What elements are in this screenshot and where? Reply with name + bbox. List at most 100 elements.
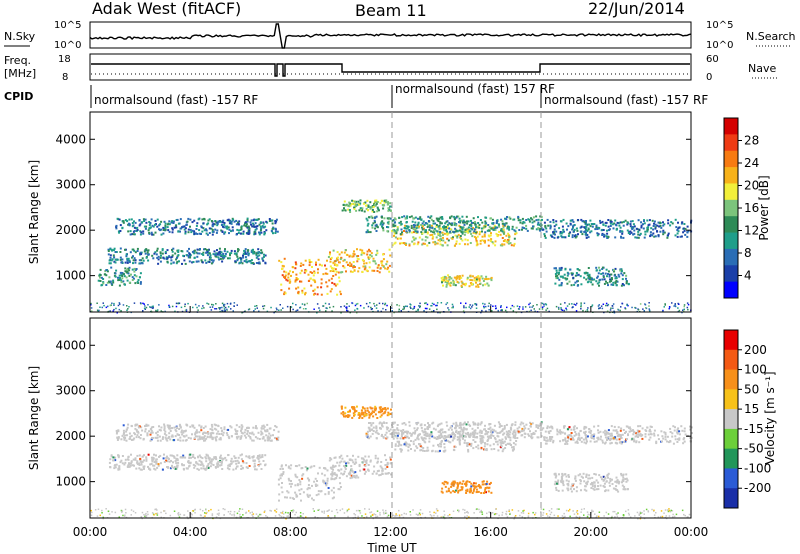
data-cell (581, 220, 584, 223)
data-cell (456, 275, 459, 278)
data-cell (400, 444, 403, 447)
data-cell (261, 455, 264, 458)
data-cell (484, 433, 487, 436)
data-cell (198, 252, 201, 255)
data-cell (202, 467, 205, 470)
data-cell (352, 261, 355, 263)
data-cell (680, 222, 683, 225)
data-cell (472, 484, 475, 487)
data-cell (447, 232, 450, 235)
data-cell (223, 223, 226, 226)
data-cell (488, 423, 491, 426)
data-cell (487, 487, 490, 490)
data-cell (364, 464, 367, 467)
data-cell (571, 272, 574, 275)
data-cell (440, 490, 443, 493)
data-cell (108, 276, 111, 279)
data-cell (147, 253, 150, 256)
data-cell (615, 279, 618, 282)
data-cell (237, 462, 240, 464)
data-cell (431, 233, 434, 236)
data-cell (621, 274, 624, 277)
data-cell (450, 428, 453, 431)
data-cell (446, 232, 448, 235)
data-cell (148, 221, 151, 223)
data-cell (405, 242, 408, 245)
data-cell (430, 305, 432, 307)
data-cell (516, 437, 519, 439)
data-cell (414, 221, 417, 224)
data-cell (195, 228, 198, 230)
data-cell (456, 424, 459, 427)
data-cell (376, 266, 379, 269)
data-cell (467, 421, 469, 424)
data-cell (201, 437, 204, 440)
data-cell (687, 303, 690, 306)
data-cell (644, 304, 647, 306)
data-cell (227, 257, 229, 260)
data-cell (119, 247, 122, 250)
data-cell (216, 224, 219, 227)
data-cell (137, 431, 140, 434)
data-cell (525, 219, 528, 221)
data-cell (107, 253, 110, 256)
data-cell (417, 421, 420, 424)
data-cell (451, 481, 454, 484)
data-cell (498, 423, 501, 426)
data-cell (176, 458, 179, 460)
data-cell (509, 439, 512, 442)
data-cell (166, 226, 169, 229)
data-cell (405, 227, 408, 230)
data-cell (312, 289, 315, 292)
data-cell (143, 225, 146, 228)
data-cell (245, 258, 248, 261)
data-cell (178, 260, 180, 263)
data-cell (136, 226, 139, 229)
data-cell (348, 201, 351, 204)
data-cell (249, 436, 252, 438)
data-cell (503, 243, 506, 246)
data-cell (171, 228, 174, 231)
data-cell (243, 434, 246, 437)
data-cell (382, 253, 384, 256)
data-cell (439, 429, 442, 432)
data-cell (247, 427, 250, 429)
data-cell (348, 305, 350, 307)
data-cell (577, 438, 579, 441)
data-cell (119, 271, 122, 274)
data-cell (299, 280, 301, 283)
data-cell (543, 233, 546, 236)
data-cell (275, 307, 278, 309)
data-cell (572, 226, 574, 229)
data-cell (565, 278, 568, 281)
data-cell (230, 457, 233, 460)
data-cell (208, 252, 211, 255)
data-cell (258, 233, 261, 236)
data-cell (345, 464, 348, 467)
data-cell (118, 466, 121, 469)
data-cell (506, 239, 509, 241)
data-cell (220, 433, 223, 435)
data-cell (427, 220, 430, 222)
data-cell (487, 234, 490, 237)
data-cell (481, 221, 484, 224)
data-cell (323, 467, 325, 470)
data-cell (371, 269, 374, 272)
data-cell (178, 428, 181, 430)
data-cell (408, 244, 411, 247)
data-cell (203, 217, 206, 220)
data-cell (189, 437, 192, 440)
data-cell (213, 456, 216, 459)
data-cell (393, 234, 395, 237)
data-cell (291, 266, 294, 269)
data-cell (392, 432, 395, 435)
data-cell (469, 274, 472, 277)
data-cell (558, 267, 561, 270)
data-cell (372, 222, 375, 225)
data-cell (553, 267, 556, 270)
data-cell (544, 225, 547, 228)
data-cell (422, 227, 425, 230)
data-cell (394, 224, 397, 227)
data-cell (140, 461, 143, 464)
data-cell (479, 486, 482, 489)
